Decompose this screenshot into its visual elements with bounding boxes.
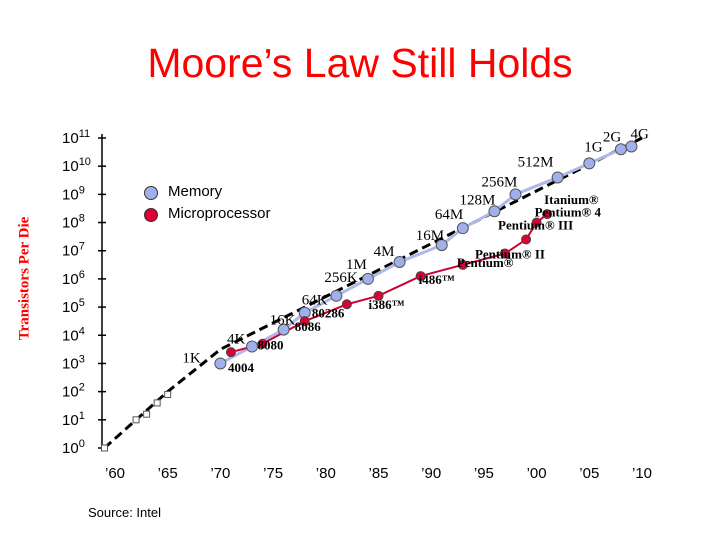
memory-data-point [488, 205, 501, 218]
memory-point-label: 1K [182, 350, 201, 366]
memory-data-point [214, 357, 227, 370]
x-tick-label: ’90 [421, 465, 441, 482]
early-data-point [132, 416, 140, 424]
memory-point-label: 16M [416, 228, 444, 244]
microprocessor-point-label: Pentium® II [475, 247, 545, 262]
microprocessor-point-label: Pentium® [457, 255, 514, 270]
early-data-point [100, 444, 108, 452]
legend-label-memory: Memory [168, 183, 223, 200]
y-tick-label: 107 [62, 241, 85, 260]
memory-data-point [456, 222, 469, 235]
legend-label-microprocessor: Microprocessor [168, 205, 271, 222]
memory-point-label: 1G [584, 139, 603, 155]
microprocessor-data-point [225, 347, 236, 358]
memory-point-label: 512M [518, 154, 554, 170]
y-tick-label: 102 [62, 382, 85, 401]
early-data-point [153, 399, 161, 407]
y-tick-label: 105 [62, 297, 85, 316]
x-tick-label: ’95 [474, 465, 494, 482]
x-tick-label: ’10 [632, 465, 652, 482]
y-tick-label: 103 [62, 353, 85, 372]
microprocessor-point-label: 80286 [312, 305, 345, 320]
memory-point-label: 64M [435, 207, 463, 223]
memory-data-point [246, 340, 259, 353]
x-tick-label: ’60 [105, 465, 125, 482]
microprocessor-point-label: Pentium® 4 [535, 205, 602, 220]
y-tick-label: 109 [62, 184, 85, 203]
memory-data-point [583, 157, 596, 170]
x-tick-label: ’70 [210, 465, 230, 482]
early-data-point [164, 390, 172, 398]
memory-point-label: 256M [482, 174, 518, 190]
memory-point-label: 64K [302, 293, 328, 309]
y-tick-label: 100 [62, 438, 85, 457]
microprocessor-data-point [257, 338, 268, 349]
memory-point-label: 4M [374, 244, 395, 260]
microprocessor-point-label: 4004 [228, 360, 255, 375]
microprocessor-point-label: Pentium® III [498, 217, 573, 232]
y-tick-label: 101 [62, 410, 85, 429]
y-tick-label: 104 [62, 325, 85, 344]
microprocessor-data-point [415, 271, 426, 282]
memory-data-point [625, 140, 638, 153]
x-tick-label: ’65 [158, 465, 178, 482]
legend-marker-memory [144, 186, 158, 200]
memory-data-point [277, 323, 290, 336]
x-tick-label: ’75 [263, 465, 283, 482]
memory-data-point [551, 171, 564, 184]
memory-point-label: 128M [459, 192, 495, 208]
memory-point-label: 4G [630, 126, 649, 142]
microprocessor-data-point [299, 316, 310, 327]
microprocessor-point-label: 8086 [295, 319, 322, 334]
memory-point-label: 1M [346, 257, 367, 273]
memory-data-point [614, 143, 627, 156]
x-tick-label: ’00 [527, 465, 547, 482]
microprocessor-data-point [531, 217, 542, 228]
microprocessor-point-label: i486™ [419, 272, 455, 287]
x-tick-label: ’80 [316, 465, 336, 482]
memory-data-point [330, 289, 343, 302]
legend-marker-microprocessor [144, 208, 158, 222]
chart-title: Moore’s Law Still Holds [147, 40, 573, 86]
memory-point-label: 2G [603, 129, 622, 145]
microprocessor-point-label: 8080 [258, 338, 284, 353]
source-note: Source: Intel [88, 505, 161, 520]
microprocessor-data-point [542, 209, 553, 220]
y-tick-label: 1010 [62, 156, 91, 175]
microprocessor-data-point [457, 259, 468, 270]
microprocessor-point-label: i386™ [369, 297, 405, 312]
memory-point-label: 4K [227, 332, 246, 348]
memory-data-point [361, 272, 374, 285]
memory-point-label: 16K [270, 313, 296, 329]
early-data-point [143, 410, 151, 418]
y-tick-label: 108 [62, 213, 85, 232]
memory-data-point [435, 239, 448, 252]
memory-data-point [509, 188, 522, 201]
microprocessor-data-point [499, 248, 510, 259]
x-tick-label: ’85 [368, 465, 388, 482]
y-tick-label: 106 [62, 269, 85, 288]
microprocessor-data-point [373, 290, 384, 301]
x-tick-label: ’05 [579, 465, 599, 482]
microprocessor-data-point [341, 299, 352, 310]
microprocessor-data-point [521, 234, 532, 245]
microprocessor-point-label: Itanium® [544, 192, 599, 207]
memory-point-label: 256K [324, 270, 358, 286]
memory-data-point [393, 256, 406, 268]
y-tick-label: 1011 [62, 128, 90, 147]
